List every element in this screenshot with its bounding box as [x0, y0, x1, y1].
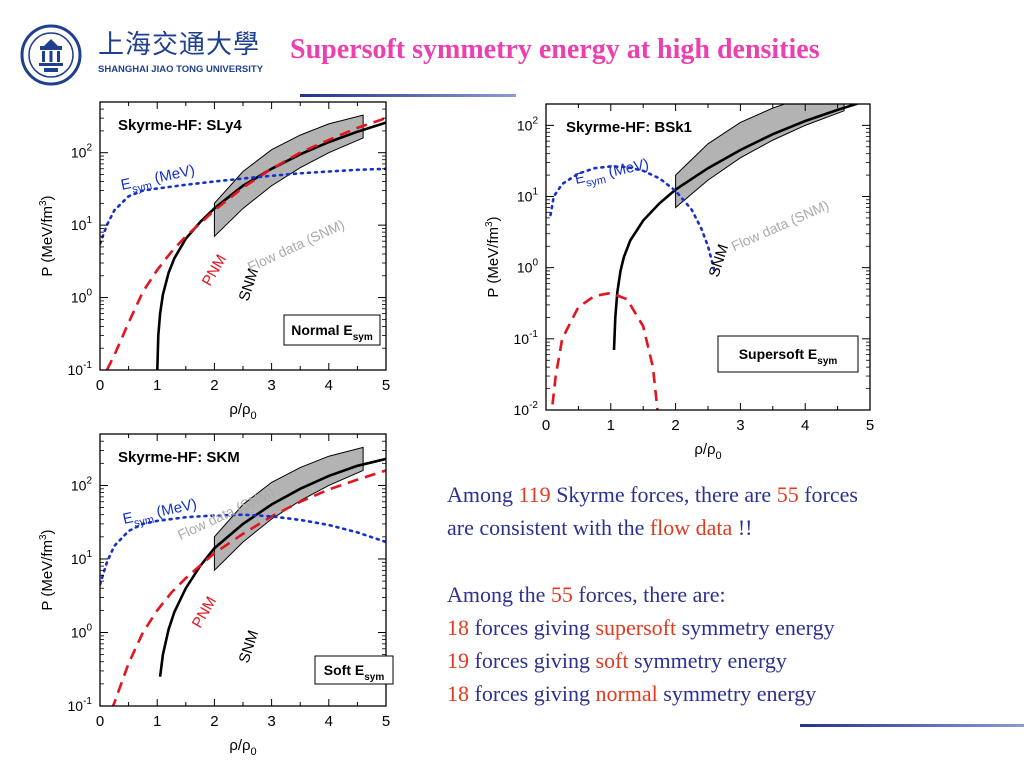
series-snm-line: [158, 457, 386, 677]
series-pnm-line: [105, 116, 386, 370]
x-tick-label: 3: [267, 713, 275, 730]
plot-skm-svg: 0 1 2 3 4 5 10-1 100 101 102 ρ/ρ0 P (MeV/fm3) Skyrme…: [38, 433, 394, 758]
series-snm-line: [155, 121, 386, 370]
logo-english-name: SHANGHAI JIAO TONG UNIVERSITY: [98, 64, 264, 75]
series-pnm-line: [111, 469, 386, 706]
snm-label: SNM: [236, 628, 262, 665]
x-axis-label: ρ/ρ0: [229, 401, 256, 422]
symmetry-badge-label: Supersoft Esym: [739, 346, 838, 367]
conclusion-line: 19 forces giving soft symmetry energy: [447, 648, 787, 673]
symmetry-badge-box: [314, 655, 394, 685]
x-tick-label: 5: [866, 417, 874, 434]
series-esym-line: [100, 513, 386, 586]
conclusion-text: Among 119 Skyrme forces, there are 55 fo…: [447, 478, 1017, 710]
university-seal-icon: [20, 24, 82, 86]
plot-title: Skyrme-HF: BSk1: [566, 119, 692, 136]
x-tick-label: 0: [96, 377, 104, 394]
x-tick-label: 1: [153, 377, 161, 394]
x-axis-label: ρ/ρ0: [229, 737, 256, 758]
conclusion-line: 18 forces giving normal symmetry energy: [447, 681, 817, 706]
y-axis-label: P (MeV/fm3): [38, 195, 56, 276]
y-tick-label: 100: [71, 622, 93, 640]
logo-chinese-name: 上海交通大學: [98, 30, 261, 60]
x-tick-label: 2: [671, 417, 679, 434]
footer-divider: [800, 724, 1024, 727]
y-tick-label: 10-1: [514, 329, 539, 347]
plot-title: Skyrme-HF: SKM: [118, 449, 240, 466]
x-tick-label: 2: [210, 713, 218, 730]
y-tick-label: 101: [71, 215, 93, 233]
pnm-label: PNM: [199, 252, 230, 289]
flow-data-label: Flow data (SNM): [245, 216, 347, 275]
conclusion-line: 18 forces giving supersoft symmetry ener…: [447, 615, 835, 640]
x-tick-label: 4: [325, 377, 333, 394]
flow-data-band: [213, 114, 364, 238]
conclusion-line: Among 119 Skyrme forces, there are 55 fo…: [447, 482, 858, 507]
symmetry-badge-label: Normal Esym: [291, 322, 373, 343]
symmetry-badge-box: [717, 335, 859, 373]
y-tick-label: 10-1: [68, 360, 93, 378]
slide-title: Supersoft symmetry energy at high densit…: [290, 34, 820, 65]
y-axis-label: P (MeV/fm3): [38, 529, 56, 610]
plot-sly4: 0 1 2 3 4 5 10-1 100 101 102 ρ/ρ0 P (MeV/fm3) Skyrme…: [34, 92, 394, 422]
plot-sly4-svg: 0 1 2 3 4 5 10-1 100 101 102 ρ/ρ0 P (MeV/fm3) Skyrme…: [38, 101, 390, 422]
y-tick-label: 101: [517, 187, 539, 205]
y-tick-label: 10-1: [68, 696, 93, 714]
x-tick-label: 3: [267, 377, 275, 394]
plot-bsk1-svg: 0 1 2 3 4 5 10-2 10-1 100 101 102 ρ/ρ0 P (MeV/fm3) Sk…: [484, 103, 874, 462]
symmetry-badge-label: Soft Esym: [324, 662, 385, 683]
flow-data-label: Flow data (SNM): [729, 197, 831, 254]
y-tick-label: 102: [517, 115, 539, 133]
y-tick-label: 10-2: [514, 400, 539, 418]
x-tick-label: 1: [153, 713, 161, 730]
pnm-label: PNM: [189, 594, 220, 631]
y-tick-label: 100: [517, 258, 539, 276]
plot-skm: 0 1 2 3 4 5 10-1 100 101 102 ρ/ρ0 P (MeV/fm3) Skyrme…: [34, 424, 394, 760]
esym-label: Esym (MeV): [119, 162, 197, 198]
header-divider: [300, 94, 516, 97]
x-tick-label: 5: [382, 713, 390, 730]
plot-title: Skyrme-HF: SLy4: [118, 117, 242, 134]
plot-bsk1: 0 1 2 3 4 5 10-2 10-1 100 101 102 ρ/ρ0 P (MeV/fm3) Sk…: [474, 92, 884, 468]
x-tick-label: 5: [382, 377, 390, 394]
x-axis-label: ρ/ρ0: [694, 441, 721, 462]
y-axis-label: P (MeV/fm3): [484, 216, 502, 297]
university-logo: 上海交通大學 SHANGHAI JIAO TONG UNIVERSITY: [20, 24, 263, 86]
x-tick-label: 3: [736, 417, 744, 434]
flow-data-band: [675, 104, 845, 209]
x-tick-label: 2: [210, 377, 218, 394]
series-pnm-line: [551, 291, 659, 410]
x-tick-label: 0: [96, 713, 104, 730]
series-esym-line: [100, 167, 386, 246]
esym-label: Esym (MeV): [573, 156, 651, 192]
series-snm-line: [612, 104, 861, 350]
symmetry-badge-box: [283, 314, 381, 346]
y-tick-label: 101: [71, 549, 93, 567]
conclusion-line: Among the 55 forces, there are:: [447, 582, 726, 607]
x-tick-label: 4: [325, 713, 333, 730]
y-tick-label: 102: [71, 475, 93, 493]
x-tick-label: 0: [542, 417, 550, 434]
conclusion-line: are consistent with the flow data !!: [447, 515, 753, 540]
series-esym-line: [549, 165, 716, 273]
y-tick-label: 102: [71, 143, 93, 161]
x-tick-label: 1: [607, 417, 615, 434]
y-tick-label: 100: [71, 288, 93, 306]
x-tick-label: 4: [801, 417, 809, 434]
